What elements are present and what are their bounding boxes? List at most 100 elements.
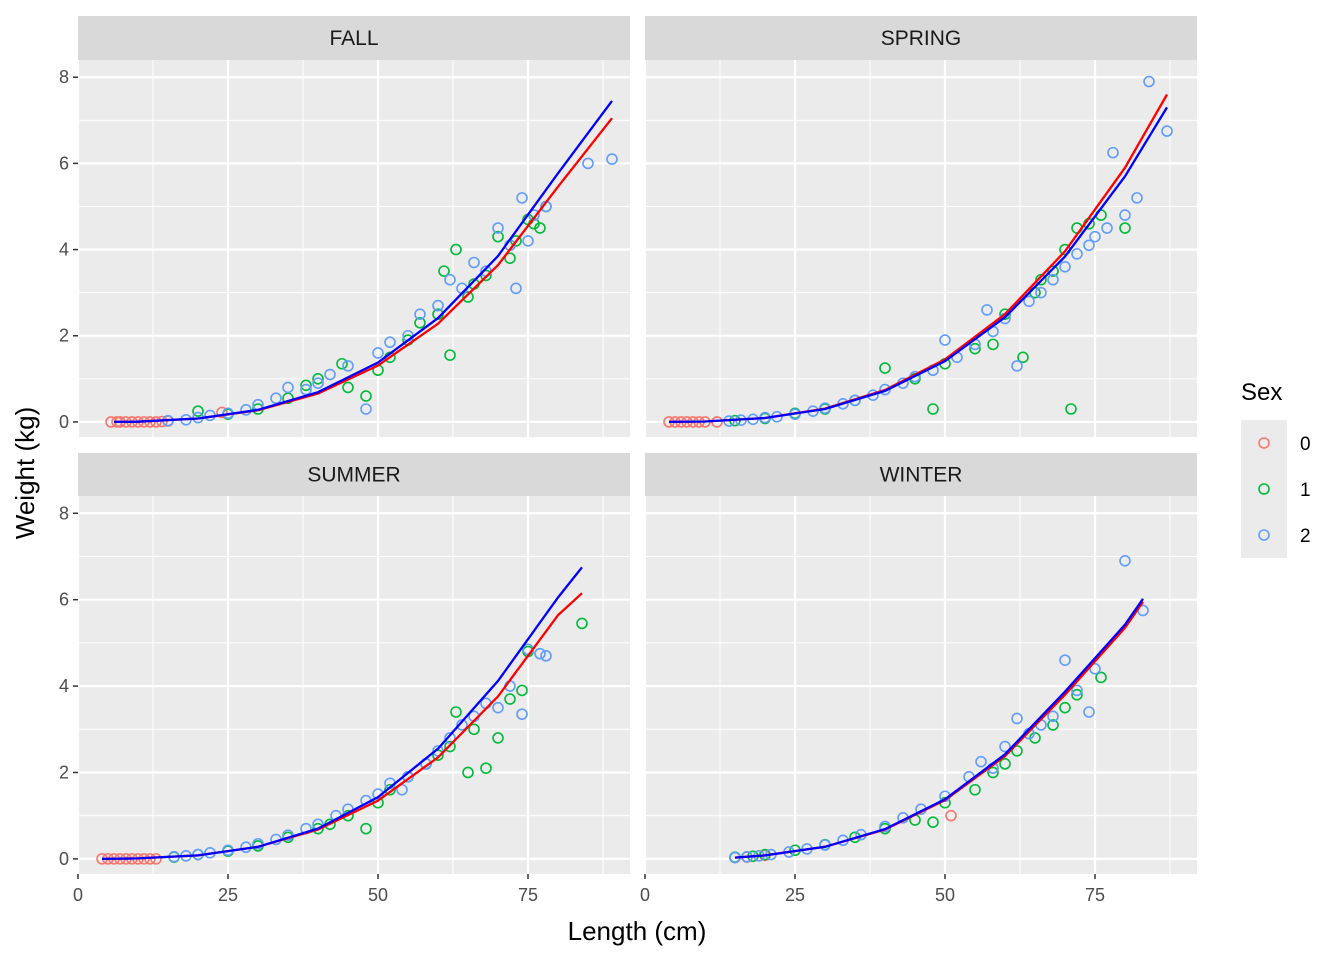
data-point-sex-1 — [438, 265, 450, 277]
fit-curve — [668, 106, 1168, 424]
data-point-sex-1 — [534, 222, 546, 234]
data-point-sex-1 — [444, 349, 456, 361]
panels-layer: FALL 0 2 4 6 8 SPRING SUMMER 0 2 4 6 8 0 25 50 75 WINTER 0… — [59, 16, 1197, 905]
data-point-sex-0 — [216, 406, 228, 419]
data-point-sex-2 — [414, 308, 426, 321]
x-tick-label: 50 — [368, 885, 388, 905]
data-point-sex-1 — [999, 308, 1011, 321]
data-point-sex-2 — [492, 701, 504, 714]
data-point-sex-1 — [927, 403, 939, 415]
data-point-sex-2 — [606, 153, 618, 165]
x-tick-label: 50 — [935, 885, 955, 905]
legend-key-2 — [1258, 529, 1270, 541]
y-tick-label: 2 — [59, 762, 69, 782]
data-point-sex-2 — [1119, 209, 1131, 221]
y-tick-label: 0 — [59, 849, 69, 869]
legend-label: 1 — [1300, 480, 1311, 501]
data-point-sex-2 — [540, 650, 552, 662]
data-point-sex-2 — [270, 392, 282, 405]
data-point-sex-2 — [1047, 273, 1059, 286]
data-point-sex-1 — [444, 740, 456, 753]
data-point-sex-2 — [999, 740, 1011, 753]
data-point-sex-2 — [981, 304, 993, 316]
data-point-sex-1 — [1071, 688, 1083, 701]
data-point-sex-2 — [1011, 712, 1023, 725]
data-point-sex-1 — [1059, 701, 1071, 714]
y-tick-label: 4 — [59, 676, 69, 696]
data-point-sex-2 — [1101, 222, 1113, 234]
data-point-sex-1 — [468, 723, 480, 736]
data-point-sex-1 — [969, 783, 981, 796]
data-point-sex-1 — [1011, 745, 1023, 757]
legend-label: 2 — [1300, 526, 1311, 547]
x-tick-label: 25 — [785, 885, 805, 905]
data-point-sex-1 — [927, 816, 939, 828]
data-point-sex-1 — [879, 362, 891, 374]
facet-strip-label: WINTER — [880, 464, 963, 487]
data-point-sex-2 — [1035, 286, 1047, 299]
legend-key-1 — [1258, 483, 1270, 495]
y-tick-label: 2 — [59, 326, 69, 346]
data-point-sex-2 — [1047, 710, 1059, 723]
data-point-sex-2 — [342, 360, 354, 372]
x-axis-title: Length (cm) — [568, 916, 707, 946]
data-point-sex-1 — [1035, 273, 1047, 286]
data-point-sex-2 — [312, 377, 324, 389]
data-point-sex-1 — [969, 342, 981, 355]
data-point-sex-2 — [1083, 706, 1095, 718]
data-point-sex-1 — [480, 762, 492, 774]
data-point-sex-1 — [987, 338, 999, 351]
panel-winter: WINTER 0 25 50 75 — [640, 453, 1197, 905]
facet-strip-label: SUMMER — [307, 464, 400, 487]
data-point-sex-1 — [336, 357, 348, 370]
x-tick-label: 75 — [1085, 885, 1105, 905]
data-point-sex-1 — [312, 822, 324, 835]
legend-key-background — [1241, 420, 1287, 558]
data-point-sex-1 — [342, 381, 354, 394]
legend-title: Sex — [1241, 379, 1282, 406]
data-point-sex-1 — [300, 379, 312, 392]
data-point-sex-2 — [444, 273, 456, 286]
data-point-sex-1 — [1119, 222, 1131, 234]
data-point-sex-1 — [1047, 265, 1059, 277]
y-axis-title: Weight (kg) — [10, 407, 40, 539]
data-point-sex-1 — [462, 291, 474, 303]
data-point-sex-2 — [1119, 554, 1131, 567]
data-point-sex-1 — [312, 373, 324, 385]
data-point-sex-2 — [516, 192, 528, 204]
data-point-sex-1 — [432, 749, 444, 762]
data-point-sex-0 — [945, 809, 957, 822]
facet-strip-label: FALL — [329, 27, 378, 50]
y-tick-label: 8 — [59, 67, 69, 87]
data-point-sex-2 — [492, 222, 504, 234]
data-point-sex-1 — [1017, 351, 1029, 364]
data-point-sex-1 — [192, 405, 204, 417]
panel-spring: SPRING — [643, 16, 1197, 437]
legend-label: 0 — [1300, 434, 1311, 455]
y-tick-label: 6 — [59, 590, 69, 610]
data-point-sex-1 — [1047, 719, 1059, 731]
data-point-sex-2 — [510, 282, 522, 295]
data-point-sex-1 — [450, 243, 462, 256]
data-point-sex-1 — [576, 617, 588, 630]
panel-fall: FALL 0 2 4 6 8 — [59, 16, 630, 437]
data-point-sex-2 — [282, 381, 294, 394]
data-point-sex-2 — [1089, 230, 1101, 243]
data-point-sex-1 — [360, 822, 372, 835]
facet-strip — [78, 16, 630, 60]
data-point-sex-2 — [582, 157, 594, 170]
data-point-sex-1 — [1095, 671, 1107, 684]
data-point-sex-1 — [480, 269, 492, 282]
data-point-sex-1 — [504, 252, 516, 264]
fit-curve — [734, 598, 1144, 859]
data-point-sex-2 — [939, 334, 951, 346]
data-point-sex-2 — [396, 783, 408, 796]
data-point-sex-2 — [516, 708, 528, 720]
facet-strip-label: SPRING — [881, 27, 962, 50]
data-point-sex-1 — [414, 317, 426, 329]
legend-key-0 — [1258, 437, 1270, 449]
data-point-sex-1 — [492, 732, 504, 744]
data-point-sex-2 — [384, 336, 396, 349]
x-tick-label: 75 — [518, 885, 538, 905]
